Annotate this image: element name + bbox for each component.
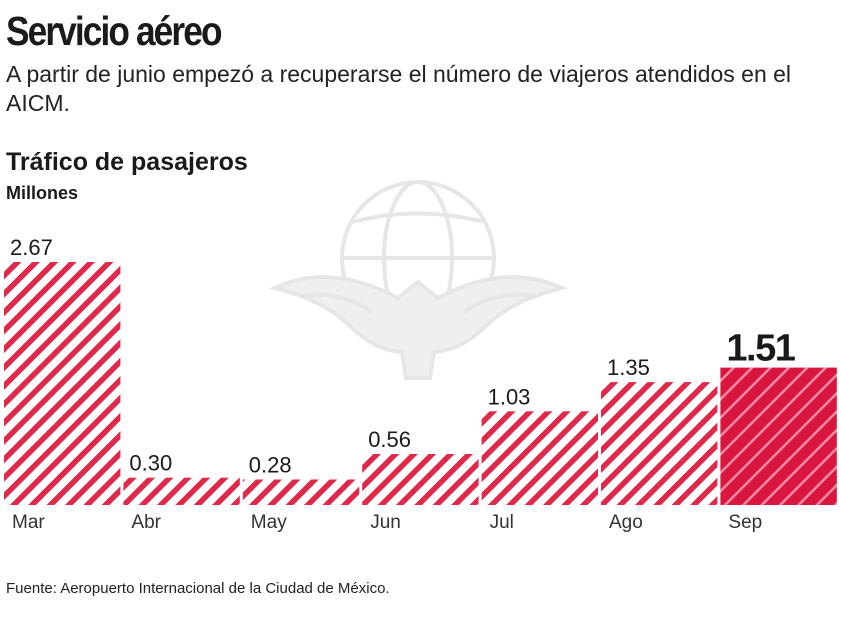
value-label-abr: 0.30 — [129, 451, 172, 476]
bar-mar — [4, 262, 121, 505]
page-subtitle: A partir de junio empezó a recuperarse e… — [6, 61, 792, 116]
category-label-mar: Mar — [12, 512, 45, 533]
page-title: Servicio aéreo — [6, 8, 222, 54]
category-label-may: May — [251, 512, 287, 533]
value-label-mar: 2.67 — [10, 235, 53, 260]
bar-ago — [601, 382, 718, 505]
category-label-sep: Sep — [728, 512, 762, 533]
unit-label: Millones — [6, 183, 79, 203]
bar-abr — [123, 477, 240, 505]
bar-sep — [720, 367, 837, 505]
value-label-may: 0.28 — [249, 453, 292, 478]
value-label-sep: 1.51 — [726, 328, 795, 370]
bar-jul — [481, 411, 598, 505]
value-label-jul: 1.03 — [488, 384, 531, 409]
bar-may — [242, 479, 360, 505]
eagle-globe-logo-icon — [269, 180, 569, 380]
category-label-abr: Abr — [131, 512, 161, 533]
source-note: Fuente: Aeropuerto Internacional de la C… — [6, 580, 390, 597]
category-label-jul: Jul — [490, 512, 514, 533]
chart-title: Tráfico de pasajeros — [6, 148, 248, 176]
category-label-ago: Ago — [609, 512, 643, 533]
value-label-ago: 1.35 — [607, 355, 650, 380]
value-label-jun: 0.56 — [368, 427, 411, 452]
bar-jun — [362, 454, 479, 505]
category-label-jun: Jun — [370, 512, 401, 533]
